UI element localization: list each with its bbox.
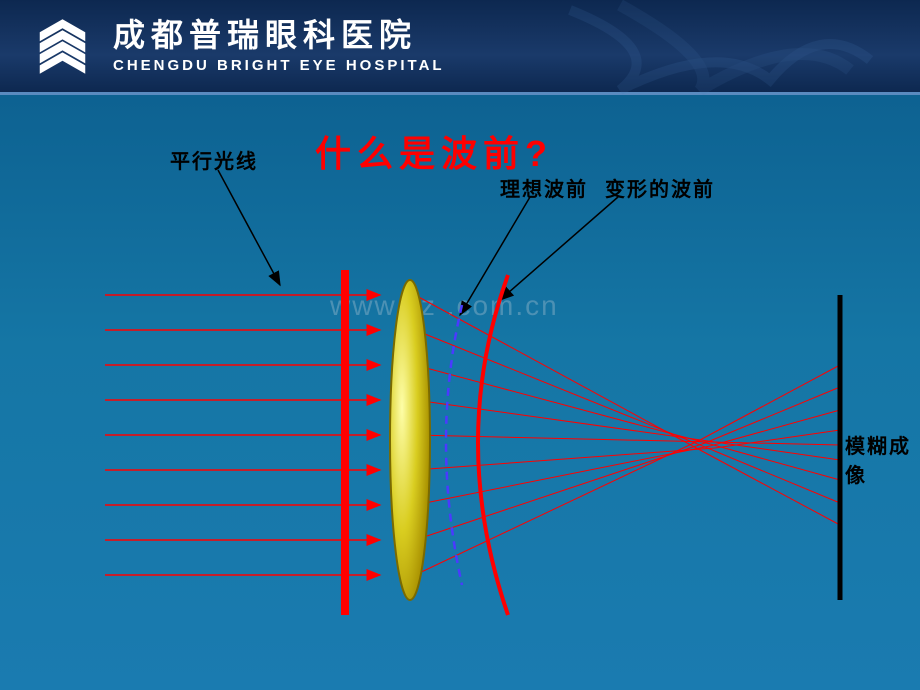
hospital-name-english: CHENGDU BRIGHT EYE HOSPITAL: [113, 55, 445, 76]
deformed-wavefront-curve: [478, 275, 508, 615]
ideal-wavefront-curve: [446, 305, 462, 585]
parallel-rays-group: [105, 295, 380, 575]
arrow-to-parallel-light: [218, 170, 280, 285]
lens-shape: [390, 280, 430, 600]
diagram-area: 什么是波前? 平行光线 理想波前 变形的波前 模糊成像 www.zz .com.…: [0, 95, 920, 690]
header-bar: 成都普瑞眼科医院 CHENGDU BRIGHT EYE HOSPITAL: [0, 0, 920, 95]
optics-diagram: [0, 95, 920, 690]
header-decoration: [520, 0, 920, 95]
arrow-to-ideal-wavefront: [460, 197, 530, 315]
hospital-name-chinese: 成都普瑞眼科医院: [113, 16, 445, 54]
arrow-to-deformed-wavefront: [500, 197, 618, 300]
hospital-logo-icon: [30, 14, 95, 79]
hospital-name-block: 成都普瑞眼科医院 CHENGDU BRIGHT EYE HOSPITAL: [113, 16, 445, 75]
